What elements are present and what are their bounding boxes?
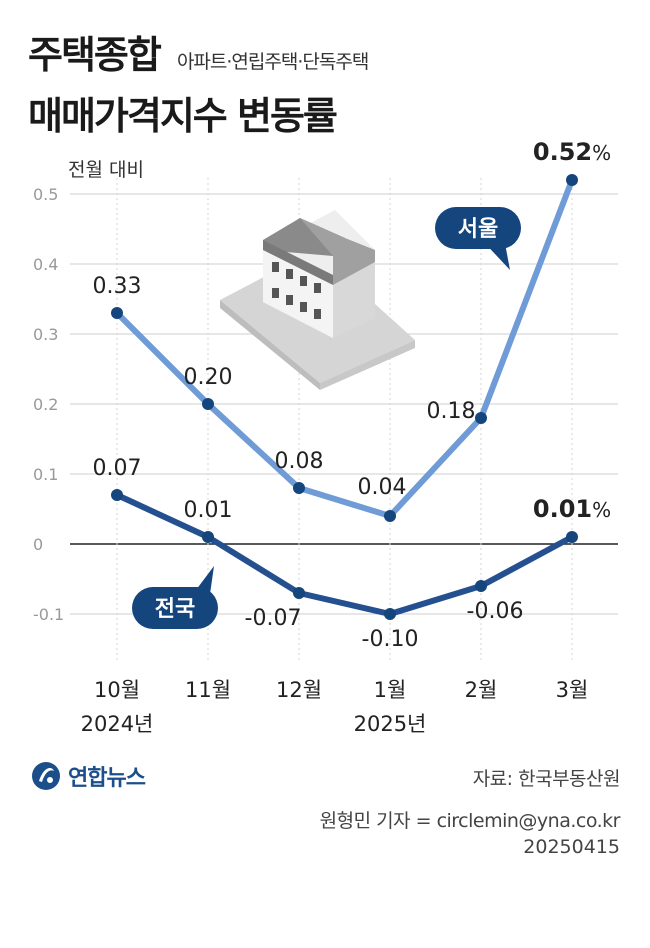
series-lines [114,177,575,617]
data-point [566,174,578,186]
yonhap-logo: 연합뉴스 [30,760,146,792]
y-tick-label: 0.5 [33,185,58,204]
y-tick-label: 0.4 [33,255,58,274]
x-year-label: 2025년 [354,712,427,736]
data-label: 0.33 [93,274,142,299]
x-year-label: 2024년 [81,712,154,736]
series-line-1 [114,492,575,617]
data-label: 0.07 [93,456,142,481]
chart-title: 주택종합 아파트·연립주택·단독주택 매매가격지수 변동률 [28,24,369,140]
x-tick-label: 11월 [185,678,231,702]
data-point [384,608,396,620]
source-text: 자료: 한국부동산원 [472,768,621,790]
data-label: 0.52% [533,138,611,166]
date-text: 20250415 [523,836,620,858]
data-label: 0.01% [533,495,611,523]
data-label: -0.06 [467,599,524,624]
data-point [384,510,396,522]
data-label: 0.04 [358,475,407,500]
data-point [111,307,123,319]
yonhap-logo-icon [32,762,60,790]
bubble-label: 전국 [155,597,195,622]
x-tick-label: 10월 [94,678,140,702]
data-label: 0.08 [275,449,324,474]
logo-text: 연합뉴스 [68,766,146,791]
data-point [111,489,123,501]
x-tick-label: 3월 [556,678,589,702]
series-line-0 [114,177,575,519]
y-tick-label: 0.3 [33,325,58,344]
data-label: 0.01 [184,498,233,523]
y-tick-label: -0.1 [33,605,64,624]
data-label: 0.18 [427,399,476,424]
bubble-body [435,207,521,249]
data-point [293,482,305,494]
x-tick-label: 1월 [374,678,407,702]
title-subtitle: 아파트·연립주택·단독주택 [176,51,369,73]
building-illustration [220,210,415,390]
data-label: -0.10 [362,627,419,652]
series-points [111,174,578,620]
data-point [475,580,487,592]
data-point [202,398,214,410]
data-label: -0.07 [245,606,302,631]
x-tick-label: 12월 [276,678,322,702]
x-axis: 10월 2024년 11월 12월 1월 2025년 2월 3월 [81,678,589,736]
data-point [566,531,578,543]
y-tick-label: 0 [33,535,43,554]
seoul-bubble: 서울 [435,207,521,270]
data-point [475,412,487,424]
data-label: 0.20 [184,365,233,390]
series-labels: 0.33 0.20 0.08 0.04 0.18 0.52% 0.07 0.01 -0.07 -0… [93,138,612,652]
y-tick-label: 0.1 [33,465,58,484]
data-point [293,587,305,599]
title-line1: 주택종합 [28,33,162,77]
y-tick-label: 0.2 [33,395,58,414]
national-bubble: 전국 [132,566,218,629]
bubble-label: 서울 [458,217,498,242]
unit-label: 전월 대비 [68,159,144,181]
title-line2: 매매가격지수 변동률 [28,94,338,138]
bubble-body [132,587,218,629]
data-point [202,531,214,543]
x-tick-label: 2월 [465,678,498,702]
reporter-text: 원형민 기자 = circlemin@yna.co.kr [319,810,621,832]
